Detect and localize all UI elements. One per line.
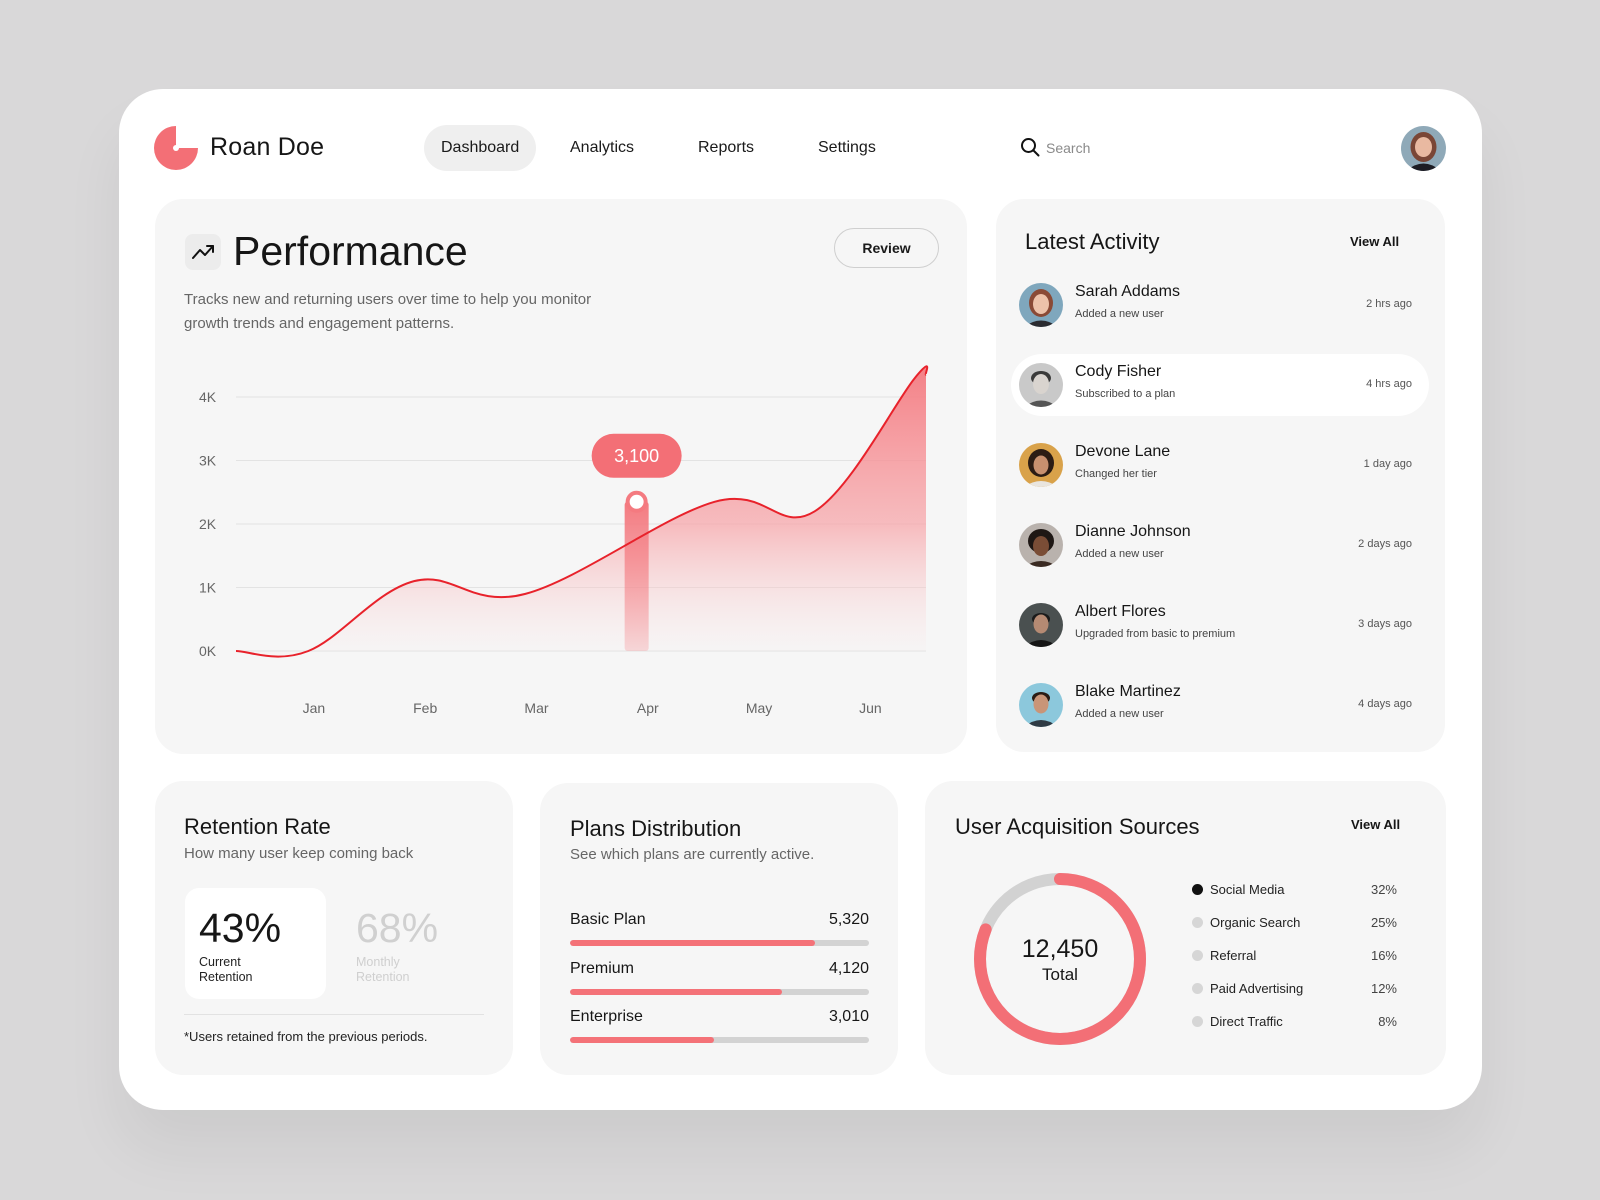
donut-arc <box>974 873 1146 1045</box>
brand-logo-icon <box>154 126 198 170</box>
review-button[interactable]: Review <box>834 228 939 268</box>
plan-name: Premium <box>570 960 635 977</box>
activity-action: Upgraded from basic to premium <box>1075 628 1236 640</box>
plan-name: Enterprise <box>570 1008 643 1025</box>
legend-label: Referral <box>1210 948 1257 963</box>
activity-item[interactable]: Albert Flores Upgraded from basic to pre… <box>1011 594 1429 656</box>
acquisition-donut-chart <box>974 873 1146 1045</box>
activity-item[interactable]: Devone Lane Changed her tier 1 day ago <box>1011 434 1429 496</box>
activity-time: 3 days ago <box>1358 618 1412 630</box>
avatar <box>1019 363 1063 407</box>
avatar <box>1019 443 1063 487</box>
trending-up-icon <box>192 245 214 259</box>
legend-label: Paid Advertising <box>1210 981 1304 996</box>
legend-label: Social Media <box>1210 882 1285 897</box>
activity-action: Added a new user <box>1075 308 1164 320</box>
nav-reports[interactable]: Reports <box>698 139 755 156</box>
acquisition-total-value: 12,450 <box>1021 935 1099 963</box>
activity-time: 4 hrs ago <box>1366 378 1412 390</box>
activity-action: Changed her tier <box>1075 468 1157 480</box>
activity-time: 4 days ago <box>1358 698 1412 710</box>
activity-action: Added a new user <box>1075 708 1164 720</box>
activity-name: Sarah Addams <box>1075 283 1180 300</box>
search-input[interactable] <box>1046 135 1246 161</box>
plan-name: Basic Plan <box>570 911 646 928</box>
acquisition-total-label: Total <box>1042 965 1078 984</box>
monthly-retention-label: Monthly Retention <box>356 955 410 984</box>
activity-item[interactable]: Cody Fisher Subscribed to a plan 4 hrs a… <box>1011 354 1429 416</box>
plans-card <box>540 783 898 1075</box>
activity-card <box>996 199 1445 752</box>
legend-dot <box>1192 983 1203 994</box>
plans-title: Plans Distribution <box>570 816 742 841</box>
plan-progress-track <box>570 940 869 946</box>
activity-name: Albert Flores <box>1075 603 1166 620</box>
legend-label: Direct Traffic <box>1210 1014 1283 1029</box>
activity-name: Cody Fisher <box>1075 363 1162 380</box>
user-avatar[interactable] <box>1401 126 1446 171</box>
legend-dot <box>1192 884 1203 895</box>
avatar <box>1019 283 1063 327</box>
nav-dashboard[interactable]: Dashboard <box>424 125 537 171</box>
avatar <box>1019 523 1063 567</box>
brand-name: Roan Doe <box>210 133 325 161</box>
legend-label: Organic Search <box>1210 915 1301 930</box>
activity-action: Subscribed to a plan <box>1075 388 1176 400</box>
legend-dot <box>1192 950 1203 961</box>
current-retention-box <box>185 888 326 999</box>
plan-progress-fill <box>570 989 783 995</box>
activity-name: Dianne Johnson <box>1075 523 1191 540</box>
activity-name: Devone Lane <box>1075 443 1171 460</box>
activity-action: Added a new user <box>1075 548 1164 560</box>
legend-dot <box>1192 917 1203 928</box>
current-retention-value: 43% <box>199 905 282 951</box>
nav-settings[interactable]: Settings <box>818 139 876 156</box>
activity-time: 2 days ago <box>1358 538 1412 550</box>
retention-note: *Users retained from the previous period… <box>184 1029 428 1044</box>
nav-analytics[interactable]: Analytics <box>570 139 635 156</box>
activity-item[interactable]: Dianne Johnson Added a new user 2 days a… <box>1011 514 1429 576</box>
plans-subtitle: See which plans are currently active. <box>570 846 815 863</box>
activity-title: Latest Activity <box>1025 229 1160 254</box>
retention-subtitle: How many user keep coming back <box>184 845 414 862</box>
plan-value: 5,320 <box>828 911 869 928</box>
activity-view-all-link[interactable]: View All <box>1350 234 1400 249</box>
plan-value: 3,010 <box>828 1008 869 1025</box>
plan-progress-track <box>570 1037 869 1043</box>
legend-percent: 25% <box>1370 915 1397 930</box>
acquisition-view-all-link[interactable]: View All <box>1351 817 1401 832</box>
performance-description: Tracks new and returning users over time… <box>184 291 592 332</box>
acquisition-title: User Acquisition Sources <box>955 814 1200 839</box>
legend-percent: 16% <box>1370 948 1397 963</box>
avatar <box>1019 683 1063 727</box>
avatar <box>1019 603 1063 647</box>
trend-icon-box <box>185 234 221 270</box>
legend-percent: 12% <box>1370 981 1397 996</box>
plan-progress-track <box>570 989 869 995</box>
performance-title: Performance <box>233 228 468 274</box>
plan-value: 4,120 <box>828 960 869 977</box>
monthly-retention-value: 68% <box>356 905 439 951</box>
performance-card <box>155 199 967 754</box>
activity-item[interactable]: Sarah Addams Added a new user 2 hrs ago <box>1011 274 1429 336</box>
current-retention-label: Current Retention <box>199 955 253 984</box>
search-icon[interactable] <box>1020 137 1040 157</box>
legend-dot <box>1192 1016 1203 1027</box>
plan-progress-fill <box>570 1037 714 1043</box>
activity-name: Blake Martinez <box>1075 683 1181 700</box>
activity-item[interactable]: Blake Martinez Added a new user 4 days a… <box>1011 674 1429 736</box>
retention-divider <box>184 1014 484 1015</box>
activity-time: 2 hrs ago <box>1366 298 1412 310</box>
legend-percent: 32% <box>1370 882 1397 897</box>
retention-title: Retention Rate <box>184 814 331 839</box>
activity-time: 1 day ago <box>1363 458 1412 470</box>
legend-percent: 8% <box>1378 1014 1397 1029</box>
plan-progress-fill <box>570 940 816 946</box>
